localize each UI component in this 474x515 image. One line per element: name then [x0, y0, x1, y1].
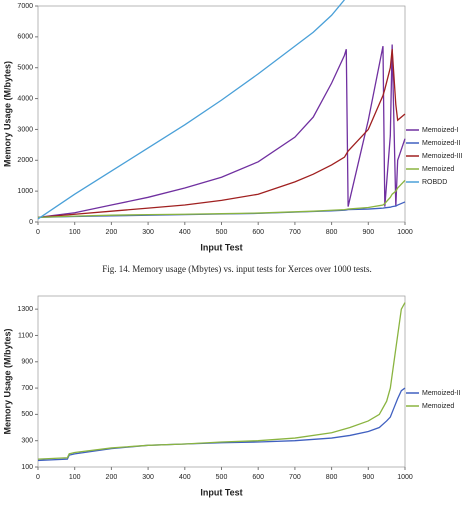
x-tick-label: 100 [69, 229, 81, 236]
x-tick-label: 100 [69, 474, 81, 481]
legend-label: Memoized [422, 403, 454, 410]
y-tick-label: 1300 [17, 306, 33, 313]
legend-label: Memoized-III [422, 153, 463, 160]
x-axis-title: Input Test [200, 242, 242, 252]
x-tick-label: 200 [106, 474, 118, 481]
y-axis-title: Memory Usage (M/bytes) [2, 328, 12, 434]
x-tick-label: 600 [252, 229, 264, 236]
legend-label: Memoized-II [422, 140, 461, 147]
x-tick-label: 300 [142, 474, 154, 481]
y-axis-title: Memory Usage (M/bytes) [2, 61, 12, 167]
x-tick-label: 500 [216, 229, 228, 236]
x-tick-label: 700 [289, 474, 301, 481]
y-tick-label: 7000 [17, 3, 33, 10]
series-line [37, 179, 406, 219]
series-line [37, 44, 406, 219]
x-tick-label: 200 [106, 229, 118, 236]
x-tick-label: 400 [179, 474, 191, 481]
y-tick-label: 2000 [17, 157, 33, 164]
y-tick-label: 1100 [18, 332, 33, 339]
y-tick-label: 100 [21, 464, 33, 471]
x-tick-label: 800 [326, 229, 338, 236]
y-tick-label: 700 [21, 385, 33, 392]
legend-label: Memoized-II [422, 390, 461, 397]
series-line [37, 302, 406, 460]
plot-area [37, 5, 406, 223]
x-tick-label: 1000 [397, 229, 413, 236]
y-tick-label: 300 [21, 438, 33, 445]
x-tick-label: 800 [326, 474, 338, 481]
x-tick-label: 700 [289, 229, 301, 236]
y-tick-label: 1000 [17, 188, 33, 195]
x-tick-label: 400 [179, 229, 191, 236]
y-tick-label: 5000 [17, 65, 33, 72]
legend-label: Memoized [422, 166, 454, 173]
y-tick-label: 500 [21, 411, 33, 418]
series-line [37, 49, 406, 219]
y-tick-label: 4000 [17, 95, 33, 102]
y-tick-label: 900 [21, 359, 33, 366]
x-tick-label: 0 [36, 229, 40, 236]
x-tick-label: 0 [36, 474, 40, 481]
series-line [37, 387, 406, 462]
y-tick-label: 0 [29, 219, 33, 226]
plot-area [37, 295, 406, 468]
x-tick-label: 900 [362, 229, 374, 236]
x-tick-label: 900 [362, 474, 374, 481]
caption: Fig. 14. Memory usage (Mbytes) vs. input… [102, 264, 371, 274]
y-tick-label: 3000 [17, 126, 33, 133]
x-tick-label: 1000 [397, 474, 413, 481]
x-axis-title: Input Test [200, 487, 242, 497]
x-tick-label: 600 [252, 474, 264, 481]
x-tick-label: 500 [216, 474, 228, 481]
legend-label: Memoized-I [422, 127, 459, 134]
series-line [37, 0, 345, 220]
legend-label: ROBDD [422, 179, 447, 186]
y-tick-label: 6000 [17, 34, 33, 41]
x-tick-label: 300 [142, 229, 154, 236]
